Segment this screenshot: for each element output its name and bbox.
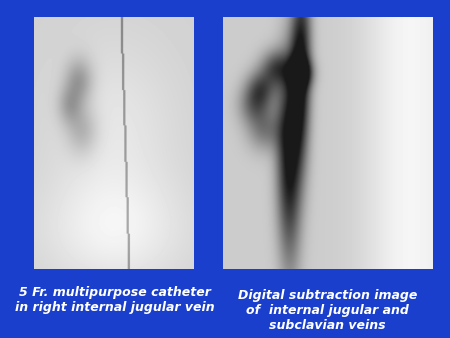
Text: brachiocephalic vein: brachiocephalic vein: [226, 249, 328, 259]
Text: 5 Fr. multipurpose catheter
in right internal jugular vein: 5 Fr. multipurpose catheter in right int…: [15, 286, 215, 314]
Text: Digital subtraction image
of  internal jugular and
subclavian veins: Digital subtraction image of internal ju…: [238, 289, 417, 332]
Text: cervical
spine: cervical spine: [361, 44, 399, 66]
Text: subclavian
vein: subclavian vein: [224, 140, 276, 161]
Text: right internal
jugular vein: right internal jugular vein: [227, 35, 291, 63]
